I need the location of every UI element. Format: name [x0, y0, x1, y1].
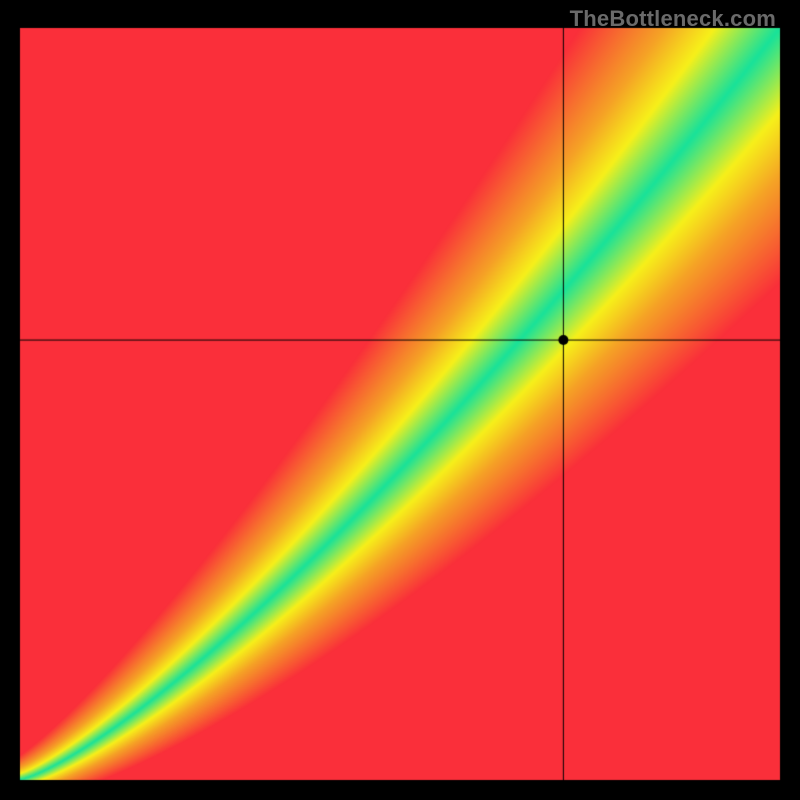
chart-container: TheBottleneck.com: [0, 0, 800, 800]
bottleneck-heatmap: [0, 0, 800, 800]
watermark-label: TheBottleneck.com: [570, 6, 776, 32]
